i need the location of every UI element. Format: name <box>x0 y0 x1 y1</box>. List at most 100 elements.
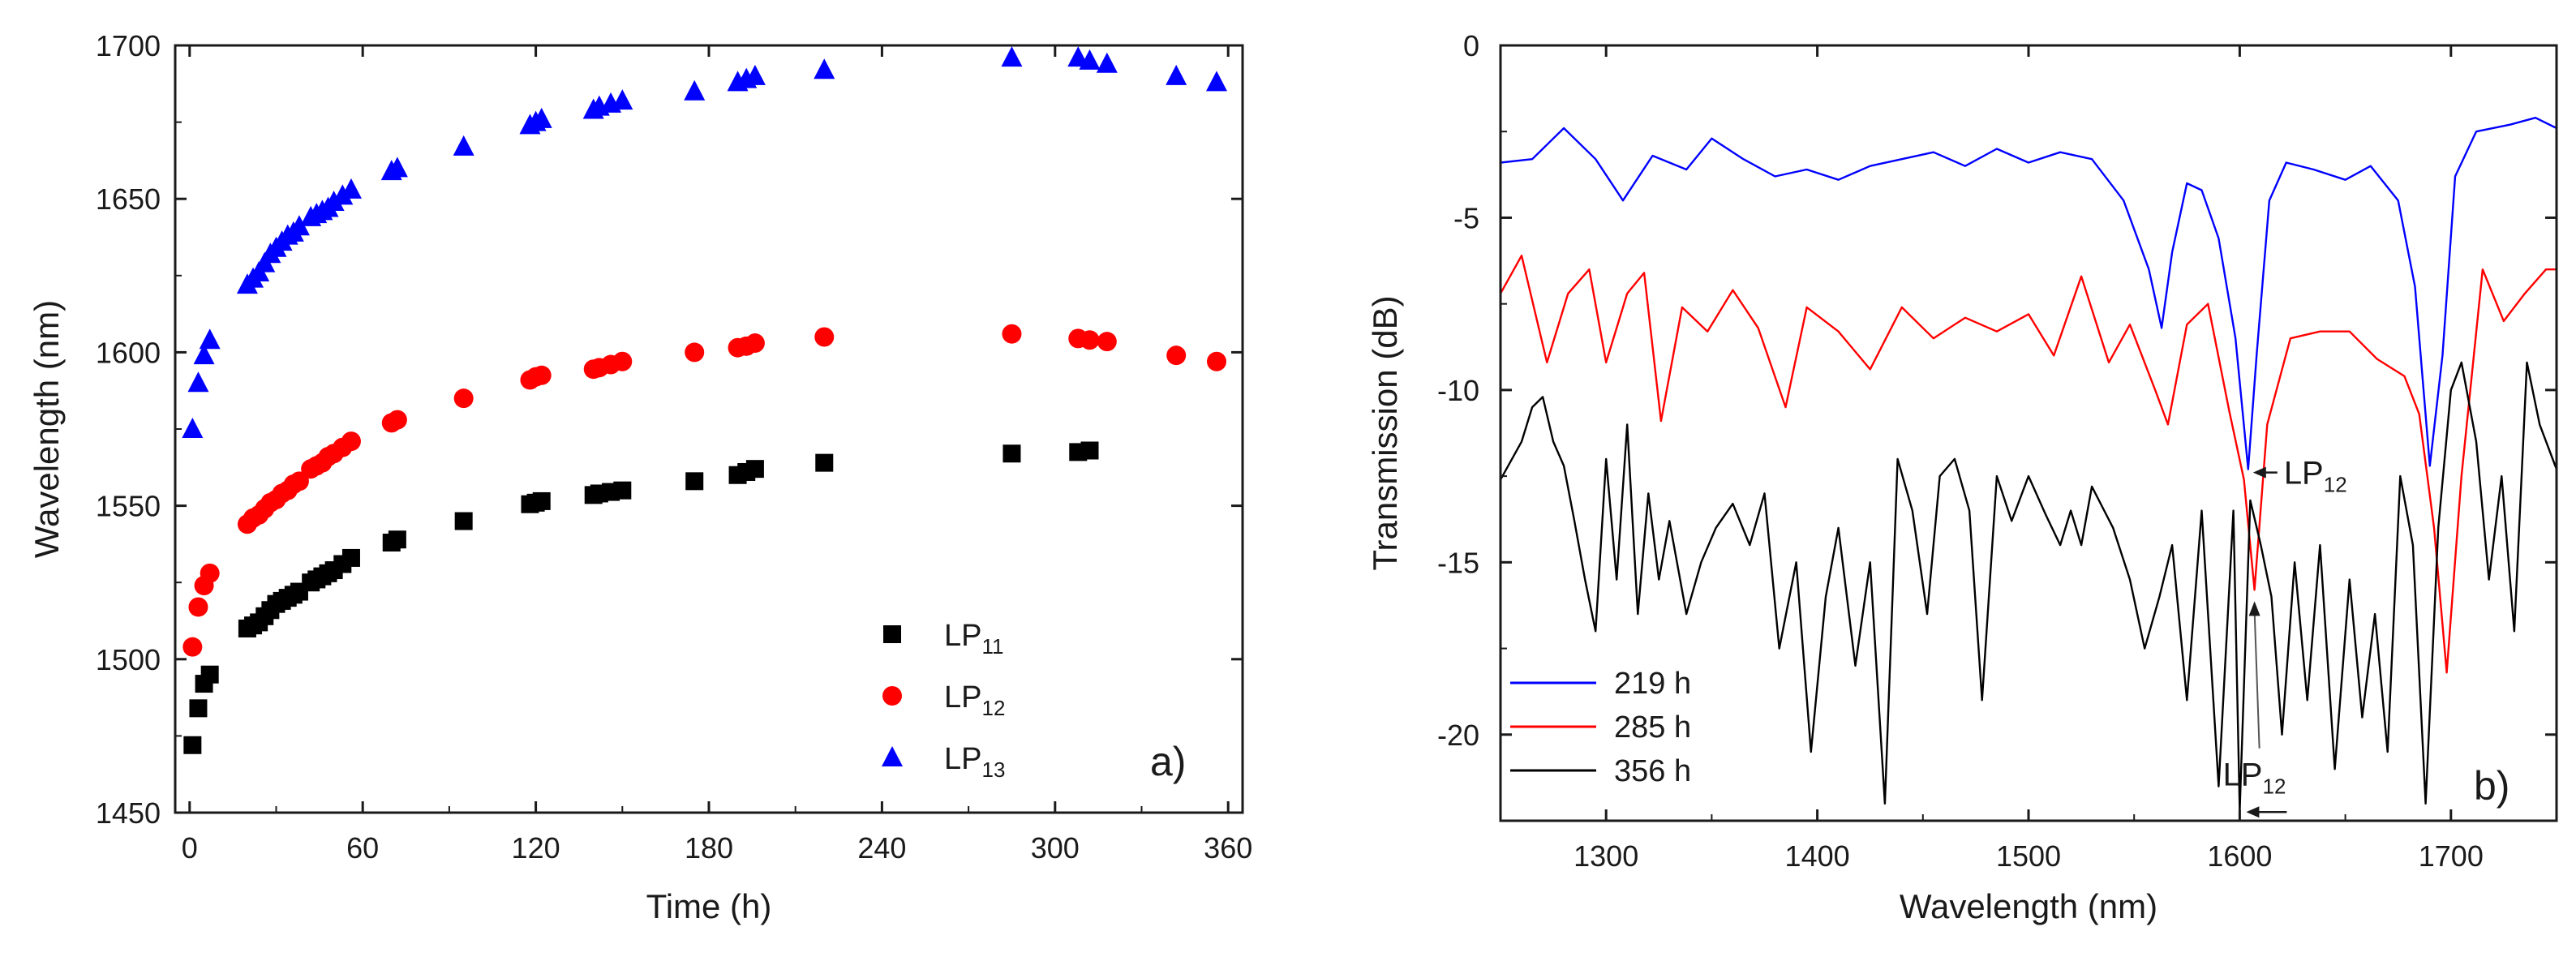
y-tick-label: 0 <box>1463 29 1479 62</box>
data-point <box>814 327 835 347</box>
panel-a-y-axis-label: Wavelength (nm) <box>28 300 66 558</box>
legend-label-lp13: LP13 <box>944 742 1005 782</box>
x-tick-label: 1600 <box>2207 839 2272 873</box>
data-point <box>189 699 208 718</box>
data-point <box>199 328 221 350</box>
spectrum-285-h <box>1499 255 2557 674</box>
panel-b-label: b) <box>2474 763 2509 809</box>
data-point <box>323 190 345 211</box>
data-point <box>453 135 474 156</box>
data-point <box>1002 444 1021 463</box>
y-tick-label: -15 <box>1437 546 1479 579</box>
data-point <box>183 736 202 754</box>
annotation-lp12-upper: LP12 <box>2284 456 2347 497</box>
annotation-lp12-lower: LP12 <box>2223 757 2286 798</box>
y-tick-label: 1700 <box>96 29 161 62</box>
legend-label-lp11: LP11 <box>944 619 1003 659</box>
series-lp12 <box>182 324 1226 657</box>
y-tick-label: 1450 <box>96 796 161 830</box>
data-point <box>288 215 310 236</box>
data-point <box>182 637 203 657</box>
data-point <box>684 79 706 101</box>
data-point <box>386 157 408 178</box>
data-point <box>1001 46 1023 67</box>
data-point <box>200 563 220 583</box>
data-point <box>388 530 406 549</box>
x-tick-label: 1500 <box>1996 839 2061 873</box>
y-tick-label: 1650 <box>96 182 161 216</box>
data-point <box>1205 71 1227 92</box>
panel-a-legend: LP11 LP12 LP13 <box>882 619 1005 782</box>
data-point <box>744 64 766 85</box>
x-tick-label: 0 <box>182 831 198 865</box>
panel-b-y-axis-label: Transmission (dB) <box>1366 295 1404 570</box>
data-point <box>531 365 552 385</box>
chart-panel-a: 0 60 120 180 240 300 360 1450 1500 1550 1600 1650 17… <box>28 29 1252 925</box>
data-point <box>1080 330 1100 350</box>
data-point <box>187 371 209 393</box>
x-tick-label: 1300 <box>1574 839 1638 873</box>
panel-b-annotations: LP12 LP12 <box>2223 456 2347 818</box>
x-tick-label: 120 <box>512 831 560 865</box>
panel-a-data-marks <box>182 46 1227 754</box>
data-point <box>612 89 633 110</box>
annotation-arrow-head <box>2252 466 2266 478</box>
data-point <box>1096 52 1118 73</box>
x-tick-label: 240 <box>857 831 906 865</box>
series-lp13 <box>182 46 1227 438</box>
data-point <box>188 597 208 617</box>
data-point <box>387 410 407 430</box>
data-point <box>1206 351 1226 371</box>
y-tick-label: 1500 <box>96 643 161 676</box>
spectrum-356-h <box>1499 361 2558 812</box>
panel-a-x-axis-label: Time (h) <box>646 887 772 925</box>
y-tick-label: -5 <box>1453 201 1479 234</box>
legend-marker-lp11 <box>883 625 901 643</box>
x-tick-label: 360 <box>1204 831 1252 865</box>
panel-b-x-axis-label: Wavelength (nm) <box>1900 887 2157 925</box>
series-lp11 <box>183 441 1099 754</box>
legend-marker-lp13 <box>882 746 903 766</box>
data-point <box>453 388 474 409</box>
x-tick-label: 1700 <box>2419 839 2484 873</box>
data-point <box>332 184 354 205</box>
spectrum-219-h <box>1500 117 2557 470</box>
data-point <box>530 107 552 128</box>
legend-label-356-h: 356 h <box>1614 754 1691 788</box>
x-tick-label: 300 <box>1031 831 1080 865</box>
panel-a-plot-frame <box>174 44 1244 814</box>
data-point <box>814 58 835 79</box>
data-point <box>341 548 360 567</box>
data-point <box>1097 332 1117 352</box>
legend-label-285-h: 285 h <box>1614 710 1691 745</box>
data-point <box>1166 345 1187 366</box>
panel-b-spectra <box>1499 117 2558 812</box>
data-point <box>454 512 473 530</box>
annotation-arrow-shaft <box>2253 611 2260 749</box>
data-point <box>815 453 834 472</box>
data-point <box>289 471 309 491</box>
data-point <box>685 472 704 491</box>
x-tick-label: 1400 <box>1785 839 1850 873</box>
data-point <box>1166 64 1187 85</box>
y-tick-label: 1600 <box>96 336 161 369</box>
data-point <box>745 333 765 354</box>
annotation-arrow-head <box>2248 601 2260 616</box>
data-point <box>340 178 362 199</box>
x-tick-label: 60 <box>346 831 379 865</box>
data-point <box>685 342 705 363</box>
y-tick-label: -10 <box>1437 374 1479 407</box>
x-tick-label: 180 <box>685 831 733 865</box>
legend-label-lp12: LP12 <box>944 680 1005 720</box>
data-point <box>193 344 215 365</box>
panel-a-label: a) <box>1150 739 1186 784</box>
data-point <box>532 491 551 510</box>
data-point <box>182 418 204 438</box>
data-point <box>341 431 361 452</box>
data-point <box>612 351 633 371</box>
annotation-arrow-head <box>2246 806 2260 818</box>
data-point <box>1079 49 1101 70</box>
y-tick-label: 1550 <box>96 490 161 523</box>
